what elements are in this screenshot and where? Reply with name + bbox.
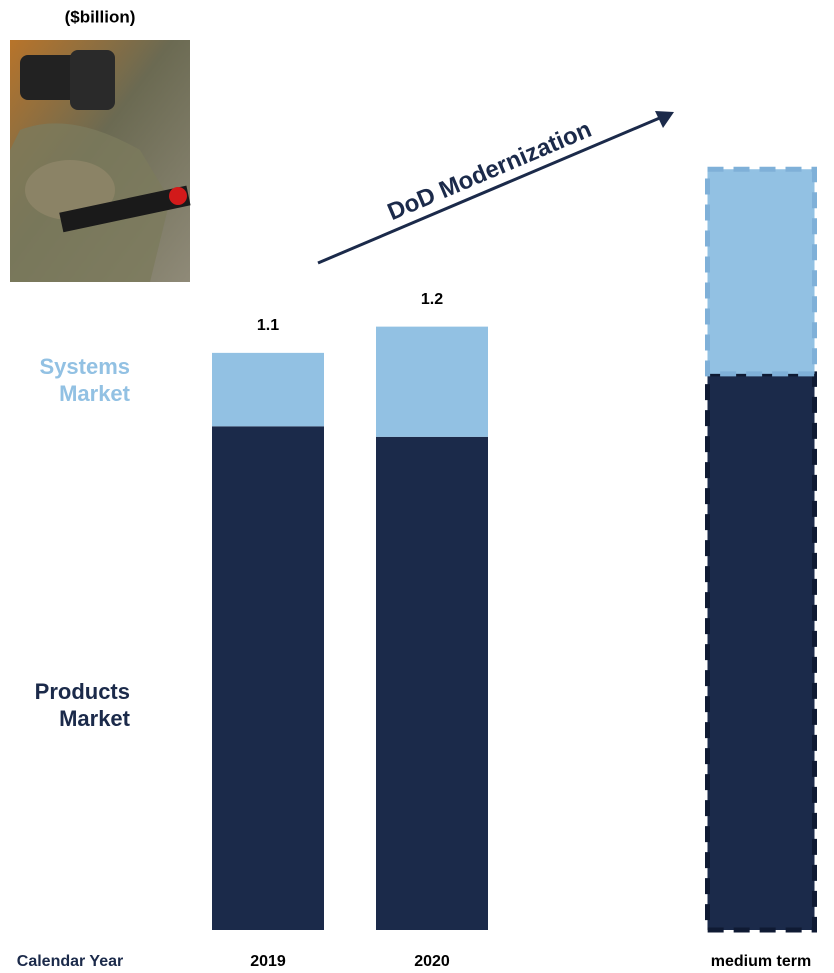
legend-entry: Systems Market — [39, 354, 130, 406]
chart-title: ($billion) — [65, 7, 136, 26]
legend-entry: Products Market — [34, 679, 130, 731]
total-label: 1.1 — [257, 317, 279, 334]
x-tick-label: 2019 — [250, 953, 286, 970]
x-tick-label: medium term — [711, 953, 811, 970]
bar-segment — [705, 166, 817, 377]
x-axis-label: Calendar Year — [17, 953, 123, 970]
photo — [10, 40, 191, 282]
bar-segment — [376, 326, 488, 437]
total-label: 1.2 — [421, 291, 443, 308]
bar-segment — [705, 371, 817, 933]
annotation: DoD Modernization — [384, 116, 596, 226]
bar-segment — [376, 436, 488, 930]
bar-segment — [212, 426, 324, 930]
trend-arrow — [317, 111, 674, 265]
x-tick-label: 2020 — [414, 953, 450, 970]
bar-segment — [212, 352, 324, 427]
